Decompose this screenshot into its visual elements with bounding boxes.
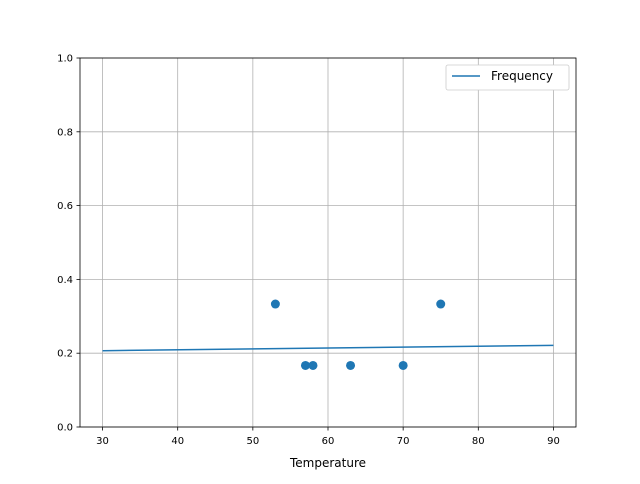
y-tick-label: 0.2 xyxy=(57,349,73,360)
y-tick-label: 0.0 xyxy=(57,423,73,434)
scatter-point xyxy=(270,299,280,309)
x-tick-label: 40 xyxy=(171,436,184,447)
axes-frame xyxy=(79,57,577,428)
y-tick-label: 0.6 xyxy=(57,201,73,212)
scatter-point xyxy=(300,360,310,370)
legend-label: Frequency xyxy=(491,69,553,83)
x-tick-label: 50 xyxy=(246,436,259,447)
y-tick-label: 1.0 xyxy=(57,54,73,65)
x-tick-label: 90 xyxy=(547,436,560,447)
y-tick-label: 0.4 xyxy=(57,275,73,286)
scatter-point xyxy=(308,360,318,370)
x-tick-label: 80 xyxy=(472,436,485,447)
scatter-point xyxy=(398,360,408,370)
scatter-point xyxy=(346,360,356,370)
legend-box xyxy=(445,64,570,91)
x-tick-label: 60 xyxy=(322,436,335,447)
x-tick-label: 70 xyxy=(397,436,410,447)
x-tick-label: 30 xyxy=(96,436,109,447)
series-line-frequency xyxy=(102,344,554,352)
x-axis-label: Temperature xyxy=(289,456,366,470)
y-tick-label: 0.8 xyxy=(57,127,73,138)
scatter-point xyxy=(436,299,446,309)
